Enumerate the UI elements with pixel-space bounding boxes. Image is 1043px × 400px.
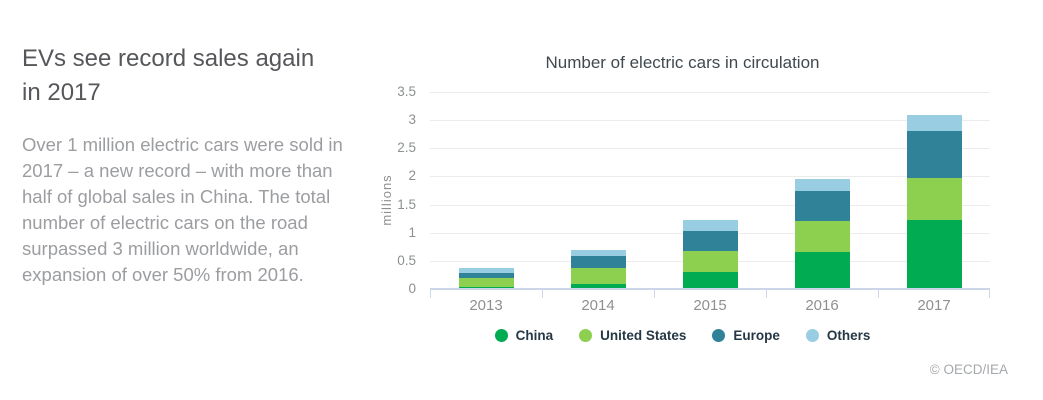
bar-2017-europe-segment <box>906 131 962 178</box>
bar-2013-united-states-segment <box>458 278 514 288</box>
left-text-panel: EVs see record sales again in 2017 Over … <box>22 42 358 307</box>
legend-item-europe: Europe <box>712 328 780 343</box>
gridline-1.5 <box>430 204 990 206</box>
x-tick-label-2014: 2014 <box>581 297 615 314</box>
legend-label-china: China <box>515 328 554 343</box>
y-tick-label-2.5: 2.5 <box>397 140 416 156</box>
y-tick-label-3: 3 <box>408 112 416 128</box>
bar-2017-others-segment <box>906 114 962 132</box>
x-axis-tick <box>542 290 543 298</box>
y-axis-labels: 0 0.5 1 1.5 2 2.5 3 3.5 <box>374 85 416 296</box>
y-tick-label-1: 1 <box>408 224 416 240</box>
x-tick-label-2015: 2015 <box>693 297 727 314</box>
gridline-2.5 <box>430 148 990 150</box>
y-tick-label-0.5: 0.5 <box>397 252 416 268</box>
legend-item-others: Others <box>805 328 871 343</box>
legend-label-others: Others <box>826 328 871 343</box>
bar-2014-europe-segment <box>570 256 626 268</box>
bar-2015-united-states-segment <box>682 250 738 272</box>
legend-dot-united-states-icon <box>579 329 593 342</box>
y-tick-label-3.5: 3.5 <box>397 84 416 99</box>
y-tick-label-2: 2 <box>408 168 416 184</box>
x-axis-tick <box>989 290 990 298</box>
bar-2015-others-segment <box>682 220 738 231</box>
x-axis-tick <box>430 290 431 298</box>
bar-2014-united-states-segment <box>570 267 626 284</box>
y-tick-label-1.5: 1.5 <box>397 196 416 212</box>
y-tick-label-0: 0 <box>408 281 416 296</box>
summary-paragraph: Over 1 million electric cars were sold i… <box>22 134 343 285</box>
legend-item-united-states: United States <box>579 328 686 343</box>
legend-dot-china-icon <box>494 329 508 342</box>
bar-2014-china-segment <box>570 283 626 289</box>
page-title: EVs see record sales again in 2017 <box>22 42 358 110</box>
bar-2014-others-segment <box>570 249 626 257</box>
page-title-line-2: in 2017 <box>22 79 101 106</box>
x-axis-tick <box>878 290 879 298</box>
bar-2017-united-states-segment <box>906 177 962 220</box>
page-title-line-1: EVs see record sales again <box>22 45 315 72</box>
copyright-notice: © OECD/IEA <box>929 362 1008 377</box>
plot-area <box>430 92 990 298</box>
bar-2016-united-states-segment <box>794 220 850 253</box>
bar-2015-china-segment <box>682 271 738 289</box>
bar-2016-others-segment <box>794 178 850 192</box>
legend-label-united-states: United States <box>600 328 687 343</box>
legend-label-europe: Europe <box>733 328 780 343</box>
x-axis-labels: 2013 2014 2015 2016 2017 <box>430 297 990 317</box>
legend-item-china: China <box>494 328 554 343</box>
x-tick-label-2017: 2017 <box>917 297 951 314</box>
x-axis-line <box>430 288 990 290</box>
x-tick-label-2016: 2016 <box>805 297 839 314</box>
gridline-3 <box>430 120 990 122</box>
bar-2013-europe-segment <box>458 272 514 279</box>
x-axis-tick <box>766 290 767 298</box>
bar-2013-others-segment <box>458 268 514 273</box>
gridline-3.5 <box>430 92 990 93</box>
bar-2016-china-segment <box>794 252 850 289</box>
chart-legend: China United States Europe Others <box>375 328 990 343</box>
legend-dot-others-icon <box>805 329 819 342</box>
x-axis-tick <box>654 290 655 298</box>
bar-2016-europe-segment <box>794 191 850 221</box>
x-tick-label-2013: 2013 <box>469 297 503 314</box>
gridline-2 <box>430 176 990 178</box>
chart-title: Number of electric cars in circulation <box>545 53 820 72</box>
bar-2017-china-segment <box>906 219 962 289</box>
legend-dot-europe-icon <box>712 329 726 342</box>
bar-2015-europe-segment <box>682 230 738 251</box>
